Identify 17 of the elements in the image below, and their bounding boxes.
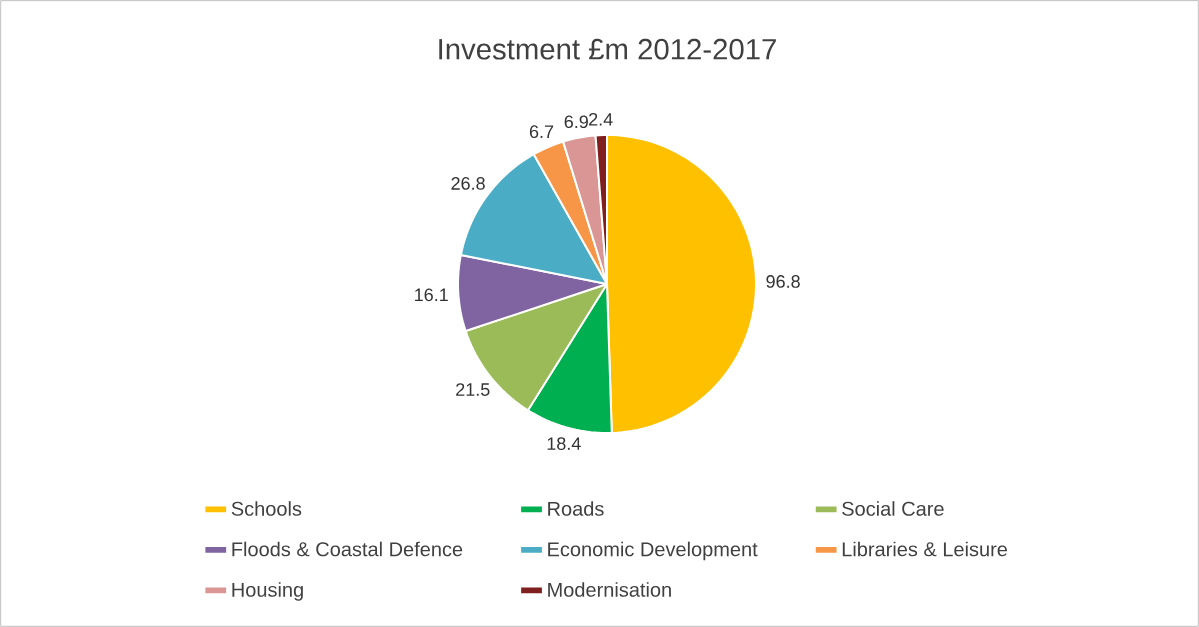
legend-label: Economic Development: [548, 541, 758, 561]
legend-label: Roads: [548, 501, 604, 516]
chart-title: Investment £m 2012-2017: [439, 38, 776, 60]
legend-label: Schools: [231, 501, 302, 516]
data-label: 96.8: [766, 275, 800, 288]
legend-label: Libraries & Leisure: [842, 541, 1008, 557]
data-label: 16.1: [415, 288, 448, 302]
legend-label: Social Care: [842, 501, 944, 516]
data-label: 26.8: [451, 177, 485, 190]
data-label: 21.5: [456, 383, 490, 396]
data-label: 6.9: [564, 115, 588, 129]
legend-label: Modernisation: [548, 582, 671, 597]
legend-label: Floods & Coastal Defence: [232, 541, 463, 557]
data-label: 2.4: [589, 112, 613, 126]
data-label: 18.4: [547, 437, 581, 450]
legend-label: Housing: [232, 582, 303, 601]
data-label: 6.7: [529, 125, 554, 139]
